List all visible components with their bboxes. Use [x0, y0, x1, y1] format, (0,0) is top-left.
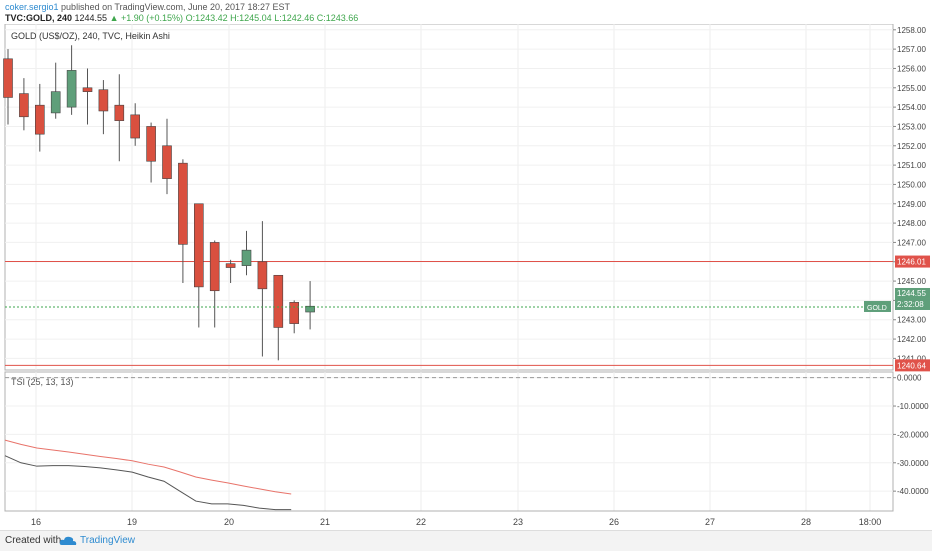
- y-tick-label: 1252.00: [897, 142, 926, 151]
- price-level-label: 1246.01: [897, 258, 926, 267]
- y-tick-label: 1258.00: [897, 26, 926, 35]
- candle-body[interactable]: [273, 274, 284, 328]
- y-tick-label: 1250.00: [897, 180, 926, 189]
- y-tick-label: 1255.00: [897, 84, 926, 93]
- tsi-y-tick-label: 0.0000: [897, 374, 922, 383]
- candle-body[interactable]: [289, 302, 300, 324]
- quote-line: TVC:GOLD, 240 1244.55 ▲ +1.90 (+0.15%) O…: [5, 13, 358, 23]
- symbol-label: TVC:GOLD, 240: [5, 13, 73, 23]
- created-with-text: Created with: [5, 535, 62, 546]
- tsi-line[interactable]: [4, 455, 292, 511]
- y-tick-label: 1257.00: [897, 45, 926, 54]
- candle-body[interactable]: [241, 249, 252, 266]
- x-tick-label: 16: [31, 517, 41, 527]
- x-tick-label: 26: [609, 517, 619, 527]
- current-price-badge: [895, 287, 930, 299]
- tradingview-cloud-icon: [59, 536, 77, 545]
- footer-bar: Created with TradingView: [0, 530, 932, 551]
- candle-body[interactable]: [209, 242, 220, 292]
- publish-info: coker.sergio1 published on TradingView.c…: [5, 2, 290, 12]
- candle-body[interactable]: [50, 91, 61, 114]
- tsi-y-tick-label: -10.0000: [897, 402, 929, 411]
- y-tick-label: 1251.00: [897, 161, 926, 170]
- x-tick-label: 22: [416, 517, 426, 527]
- y-tick-label: 1245.00: [897, 277, 926, 286]
- tsi-signal-line[interactable]: [4, 439, 292, 495]
- chart-header: coker.sergio1 published on TradingView.c…: [0, 0, 932, 24]
- price-change: ▲ +1.90 (+0.15%): [109, 13, 184, 23]
- x-tick-label: 18:00: [859, 517, 882, 527]
- candle-body[interactable]: [34, 104, 45, 135]
- x-tick-label: 20: [224, 517, 234, 527]
- main-pane[interactable]: [4, 24, 894, 371]
- current-price-label: 1244.55: [897, 289, 926, 298]
- low-value: L:1242.46: [274, 13, 315, 23]
- price-level-label: 1240.64: [897, 361, 926, 370]
- tsi-pane[interactable]: [4, 371, 894, 512]
- candle-body[interactable]: [130, 114, 140, 139]
- price-level-badge: [895, 359, 930, 372]
- x-tick-label: 27: [705, 517, 715, 527]
- candle-body[interactable]: [225, 263, 236, 268]
- y-tick-label: 1243.00: [897, 316, 926, 325]
- tsi-y-tick-label: -20.0000: [897, 430, 929, 439]
- x-tick-label: 19: [127, 517, 137, 527]
- candle-body[interactable]: [98, 89, 109, 112]
- chart-area[interactable]: 16 19 20 21 22 23 26 27 28 18:00 1241.00 1242.00 124…: [0, 24, 932, 530]
- y-tick-label: 1253.00: [897, 122, 926, 131]
- candle-body[interactable]: [305, 305, 315, 313]
- x-tick-label: 28: [801, 517, 811, 527]
- tsi-y-tick-label: -30.0000: [897, 459, 929, 468]
- y-tick-label: 1256.00: [897, 64, 926, 73]
- candle-body[interactable]: [257, 261, 268, 290]
- y-tick-label: 1249.00: [897, 200, 926, 209]
- x-tick-label: 23: [513, 517, 523, 527]
- open-value: O:1243.42: [185, 13, 228, 23]
- tsi-y-tick-label: -40.0000: [897, 487, 929, 496]
- close-value: C:1243.66: [316, 13, 359, 23]
- tradingview-brand[interactable]: TradingView: [80, 535, 136, 546]
- candle-body[interactable]: [146, 126, 156, 162]
- x-tick-label: 21: [320, 517, 330, 527]
- y-tick-label: 1254.00: [897, 103, 926, 112]
- symbol-tag: GOLD: [867, 305, 887, 312]
- symbol-tag-badge: [864, 300, 891, 312]
- tsi-title: TSI (25, 13, 13): [11, 377, 74, 387]
- y-tick-label: 1242.00: [897, 335, 926, 344]
- y-tick-label: 1241.00: [897, 354, 926, 363]
- high-value: H:1245.04: [230, 13, 272, 23]
- price-level-badge: [895, 255, 930, 268]
- candle-body[interactable]: [114, 104, 125, 121]
- y-tick-label: 1248.00: [897, 219, 926, 228]
- candle-body[interactable]: [194, 203, 204, 288]
- author-link[interactable]: coker.sergio1: [5, 2, 59, 12]
- countdown-label: 2:32:08: [897, 300, 924, 309]
- chart-title: GOLD (US$/OZ), 240, TVC, Heikin Ashi: [11, 31, 170, 41]
- candle-body[interactable]: [82, 87, 93, 92]
- candle-body[interactable]: [66, 70, 77, 108]
- y-tick-label: 1247.00: [897, 238, 926, 247]
- candle-body[interactable]: [178, 162, 188, 245]
- candle-body[interactable]: [162, 145, 172, 179]
- last-price: 1244.55: [74, 13, 108, 23]
- candle-body[interactable]: [3, 58, 13, 98]
- countdown-badge: [895, 298, 930, 310]
- publish-text: published on TradingView.com, June 20, 2…: [61, 2, 291, 12]
- candle-body[interactable]: [19, 93, 29, 118]
